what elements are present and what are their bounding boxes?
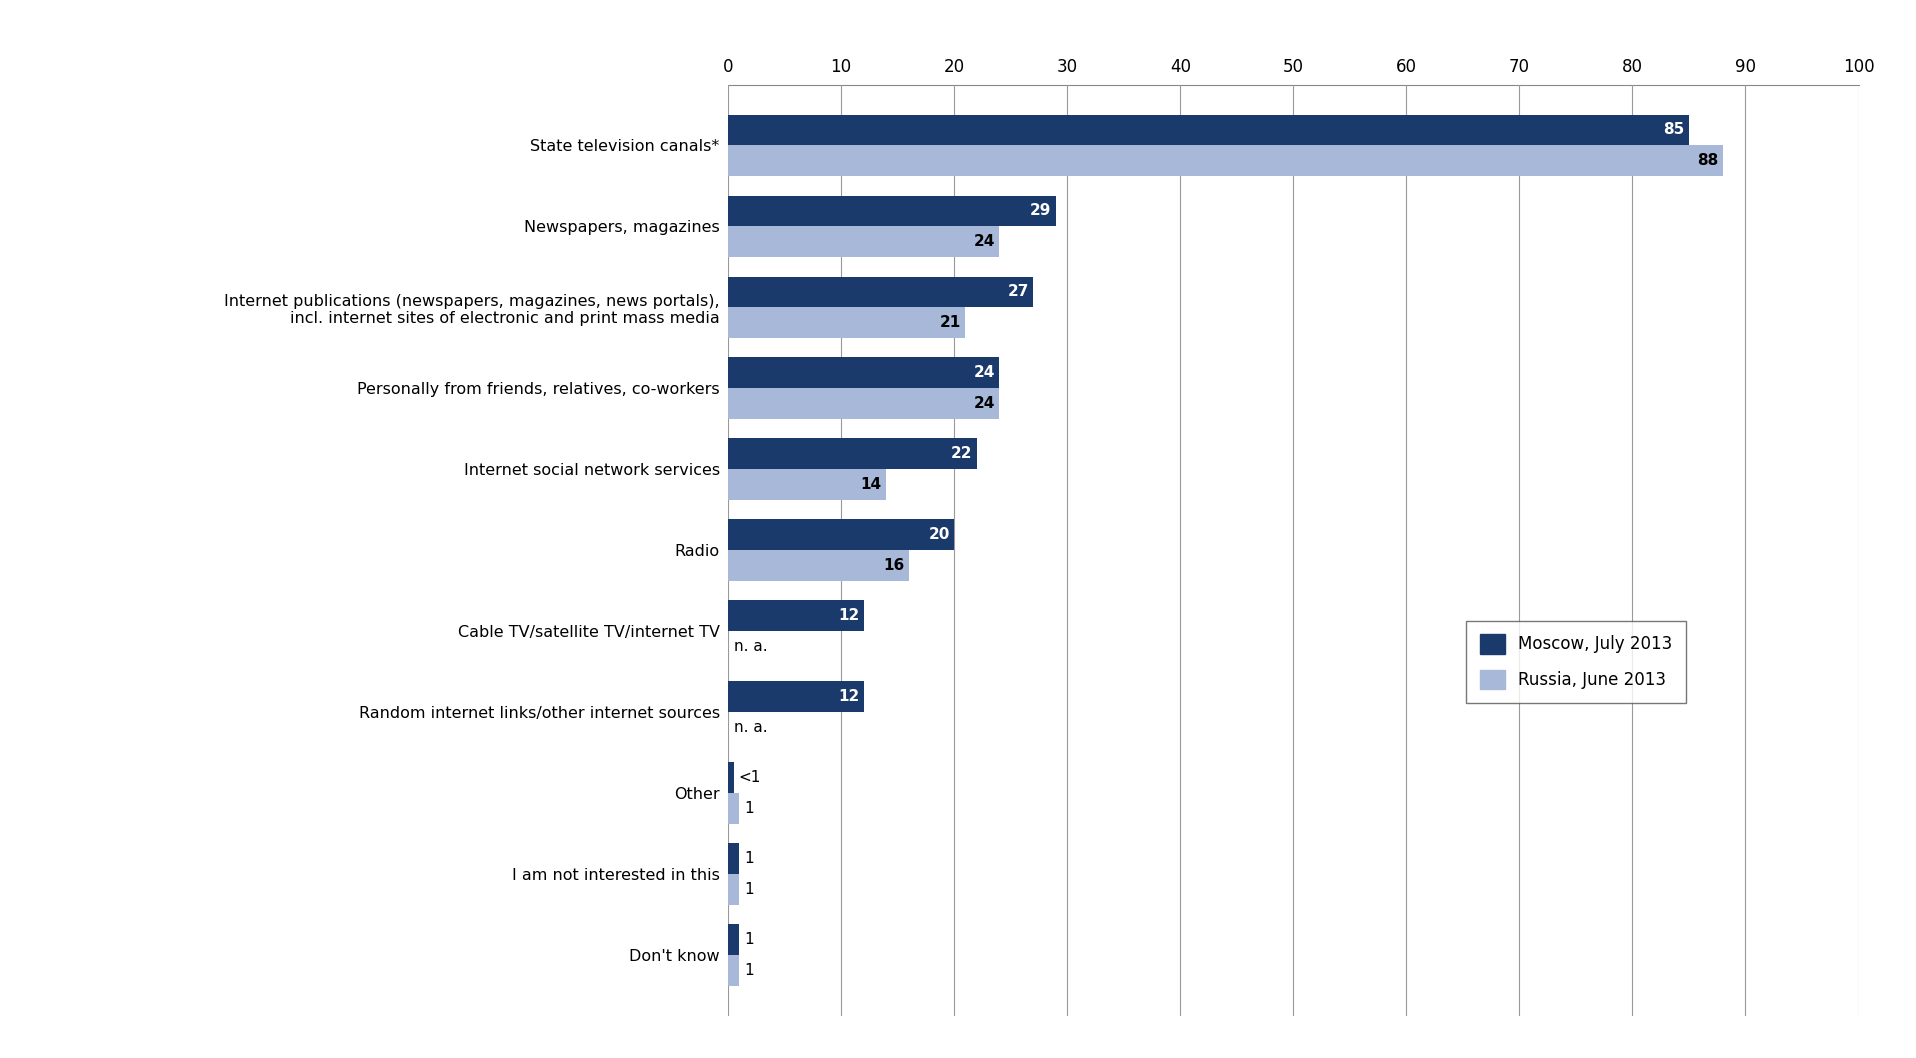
Bar — [728, 600, 864, 632]
Bar — [728, 114, 1690, 145]
Bar — [728, 925, 740, 955]
Bar — [728, 226, 1000, 257]
Text: 27: 27 — [1008, 285, 1029, 299]
Bar — [728, 955, 740, 986]
Bar — [728, 276, 1033, 307]
Text: 20: 20 — [927, 527, 950, 543]
Text: 21: 21 — [939, 315, 962, 330]
Bar — [728, 307, 966, 339]
Bar — [728, 874, 740, 905]
Text: 1: 1 — [743, 851, 753, 867]
Bar — [728, 794, 740, 824]
Text: 12: 12 — [837, 608, 858, 623]
Text: <1: <1 — [738, 770, 761, 785]
Text: 14: 14 — [860, 477, 881, 492]
Text: 24: 24 — [973, 365, 994, 381]
Bar — [728, 388, 1000, 419]
Bar — [728, 762, 734, 794]
Text: 85: 85 — [1663, 123, 1684, 138]
Bar — [728, 438, 977, 469]
Text: n. a.: n. a. — [734, 719, 766, 735]
Text: 1: 1 — [743, 801, 753, 816]
Bar — [728, 550, 908, 581]
Bar — [728, 681, 864, 712]
Bar — [728, 196, 1056, 226]
Text: 88: 88 — [1698, 153, 1719, 168]
Text: 22: 22 — [950, 446, 971, 461]
Text: 1: 1 — [743, 932, 753, 947]
Bar — [728, 469, 887, 500]
Text: 16: 16 — [883, 558, 904, 573]
Legend: Moscow, July 2013, Russia, June 2013: Moscow, July 2013, Russia, June 2013 — [1466, 621, 1686, 703]
Text: 24: 24 — [973, 234, 994, 250]
Bar — [728, 358, 1000, 388]
Bar — [728, 145, 1722, 176]
Text: 24: 24 — [973, 396, 994, 412]
Text: 29: 29 — [1031, 203, 1052, 218]
Text: 1: 1 — [743, 882, 753, 897]
Bar — [728, 843, 740, 874]
Text: 1: 1 — [743, 963, 753, 978]
Text: n. a.: n. a. — [734, 639, 766, 654]
Text: 12: 12 — [837, 689, 858, 705]
Bar — [728, 519, 954, 550]
